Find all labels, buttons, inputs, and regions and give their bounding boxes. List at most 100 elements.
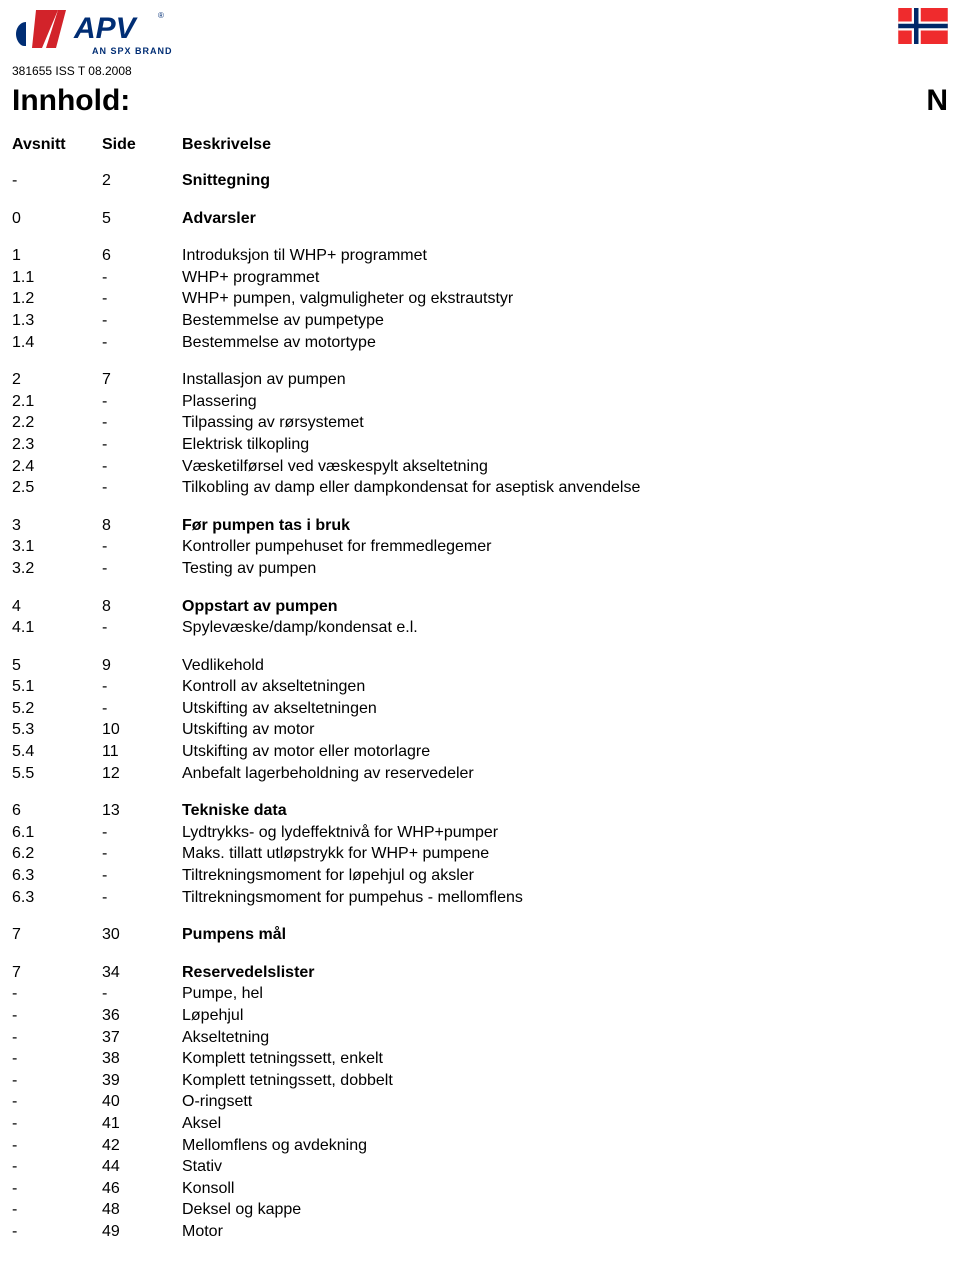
toc-row: 5.512Anbefalt lagerbeholdning av reserve… — [12, 763, 948, 785]
toc-cell-section: 4.1 — [12, 617, 102, 639]
toc-cell-desc: WHP+ programmet — [182, 267, 948, 289]
toc-cell-section: 3 — [12, 515, 102, 537]
toc-cell-desc: Elektrisk tilkopling — [182, 434, 948, 456]
toc-cell-page: - — [102, 288, 182, 310]
toc-cell-section: - — [12, 1135, 102, 1157]
toc-cell-desc: Motor — [182, 1221, 948, 1243]
toc-cell-page: - — [102, 412, 182, 434]
toc-cell-section: - — [12, 1113, 102, 1135]
toc-body: -2Snittegning 0 5 Advarsler 16Introduksjon t… — [12, 170, 948, 1243]
toc-cell-page: 40 — [102, 1091, 182, 1113]
toc-row: 5.310Utskifting av motor — [12, 719, 948, 741]
toc-cell-section: 3.2 — [12, 558, 102, 580]
toc-cell-section: 2.3 — [12, 434, 102, 456]
toc-cell-section: 6.3 — [12, 887, 102, 909]
toc-cell-desc: Plassering — [182, 391, 948, 413]
toc-cell-page: 9 — [102, 655, 182, 677]
toc-cell-desc: Utskifting av akseltetningen — [182, 698, 948, 720]
toc-row: -40O-ringsett — [12, 1091, 948, 1113]
toc-cell-section: 1.2 — [12, 288, 102, 310]
toc-cell-section: - — [12, 1048, 102, 1070]
toc-cell-desc: Installasjon av pumpen — [182, 369, 948, 391]
toc-cell-desc: WHP+ pumpen, valgmuligheter og ekstrauts… — [182, 288, 948, 310]
toc-cell-section: 7 — [12, 962, 102, 984]
toc-header-row: Avsnitt Side Beskrivelse — [12, 136, 948, 154]
toc-cell-section: 5.4 — [12, 741, 102, 763]
toc-cell-section: - — [12, 1027, 102, 1049]
toc-cell-page: - — [102, 865, 182, 887]
toc-cell-page: 13 — [102, 800, 182, 822]
toc-cell-section: 0 — [12, 208, 102, 230]
toc-cell-page: - — [102, 822, 182, 844]
toc-cell-page: 10 — [102, 719, 182, 741]
toc-cell-page: 44 — [102, 1156, 182, 1178]
toc-cell-page: - — [102, 456, 182, 478]
toc-cell-section: 2.1 — [12, 391, 102, 413]
page-title: Innhold: — [12, 84, 130, 118]
toc-cell-section: 7 — [12, 924, 102, 946]
toc-row: 1.3-Bestemmelse av pumpetype — [12, 310, 948, 332]
toc-cell-desc: Advarsler — [182, 208, 948, 230]
toc-cell-section: 5.5 — [12, 763, 102, 785]
toc-row: 2.4-Væsketilførsel ved væskespylt akselt… — [12, 456, 948, 478]
toc-row: -48Deksel og kappe — [12, 1199, 948, 1221]
toc-row: 734Reservedelslister — [12, 962, 948, 984]
title-row: Innhold: N — [12, 84, 948, 118]
toc-group: -2Snittegning — [12, 170, 948, 192]
toc-cell-page: - — [102, 983, 182, 1005]
svg-text:®: ® — [158, 11, 164, 20]
brand-logo: APV ® AN SPX BRAND — [12, 8, 216, 58]
toc-cell-desc: Stativ — [182, 1156, 948, 1178]
toc-cell-section: 6.1 — [12, 822, 102, 844]
toc-cell-desc: Væsketilførsel ved væskespylt akseltetni… — [182, 456, 948, 478]
toc-cell-section: 5 — [12, 655, 102, 677]
toc-row: 613Tekniske data — [12, 800, 948, 822]
toc-cell-desc: Før pumpen tas i bruk — [182, 515, 948, 537]
toc-cell-section: 1.1 — [12, 267, 102, 289]
toc-cell-section: - — [12, 1221, 102, 1243]
toc-cell-desc: Tilkobling av damp eller dampkondensat f… — [182, 477, 948, 499]
toc-cell-section: - — [12, 1005, 102, 1027]
toc-cell-desc: Testing av pumpen — [182, 558, 948, 580]
toc-cell-desc: Anbefalt lagerbeholdning av reservedeler — [182, 763, 948, 785]
toc-cell-desc: Tilpassing av rørsystemet — [182, 412, 948, 434]
page-header: APV ® AN SPX BRAND — [12, 8, 948, 58]
toc-cell-desc: Deksel og kappe — [182, 1199, 948, 1221]
toc-cell-section: 2 — [12, 369, 102, 391]
toc-cell-page: - — [102, 477, 182, 499]
toc-cell-page: 8 — [102, 596, 182, 618]
toc-cell-section: 5.3 — [12, 719, 102, 741]
toc-cell-desc: Tiltrekningsmoment for løpehjul og aksle… — [182, 865, 948, 887]
toc-cell-desc: Komplett tetningssett, dobbelt — [182, 1070, 948, 1092]
toc-row: -44Stativ — [12, 1156, 948, 1178]
toc-cell-page: 11 — [102, 741, 182, 763]
toc-row: 3.2-Testing av pumpen — [12, 558, 948, 580]
toc-row: 730Pumpens mål — [12, 924, 948, 946]
toc-row: -46Konsoll — [12, 1178, 948, 1200]
document-reference: 381655 ISS T 08.2008 — [12, 64, 948, 78]
toc-cell-page: - — [102, 267, 182, 289]
toc-cell-page: - — [102, 434, 182, 456]
toc-cell-section: - — [12, 1178, 102, 1200]
toc-cell-section: 6 — [12, 800, 102, 822]
toc-cell-desc: Pumpe, hel — [182, 983, 948, 1005]
toc-cell-desc: Vedlikehold — [182, 655, 948, 677]
toc-group: 59Vedlikehold5.1-Kontroll av akseltetnin… — [12, 655, 948, 785]
toc-cell-page: - — [102, 391, 182, 413]
toc-row: 27Installasjon av pumpen — [12, 369, 948, 391]
toc-cell-page: 8 — [102, 515, 182, 537]
toc-cell-section: - — [12, 1091, 102, 1113]
toc-row: 16Introduksjon til WHP+ programmet — [12, 245, 948, 267]
toc-col-page: Side — [102, 136, 182, 154]
toc-cell-page: 6 — [102, 245, 182, 267]
toc-row: 1.1-WHP+ programmet — [12, 267, 948, 289]
toc-cell-section: 5.1 — [12, 676, 102, 698]
toc-cell-desc: Mellomflens og avdekning — [182, 1135, 948, 1157]
toc-row: 2.5-Tilkobling av damp eller dampkondens… — [12, 477, 948, 499]
toc-cell-section: 6.3 — [12, 865, 102, 887]
toc-cell-page: - — [102, 676, 182, 698]
toc-cell-desc: Introduksjon til WHP+ programmet — [182, 245, 948, 267]
toc-row: -38Komplett tetningssett, enkelt — [12, 1048, 948, 1070]
toc-cell-desc: O-ringsett — [182, 1091, 948, 1113]
toc-cell-section: 1.4 — [12, 332, 102, 354]
